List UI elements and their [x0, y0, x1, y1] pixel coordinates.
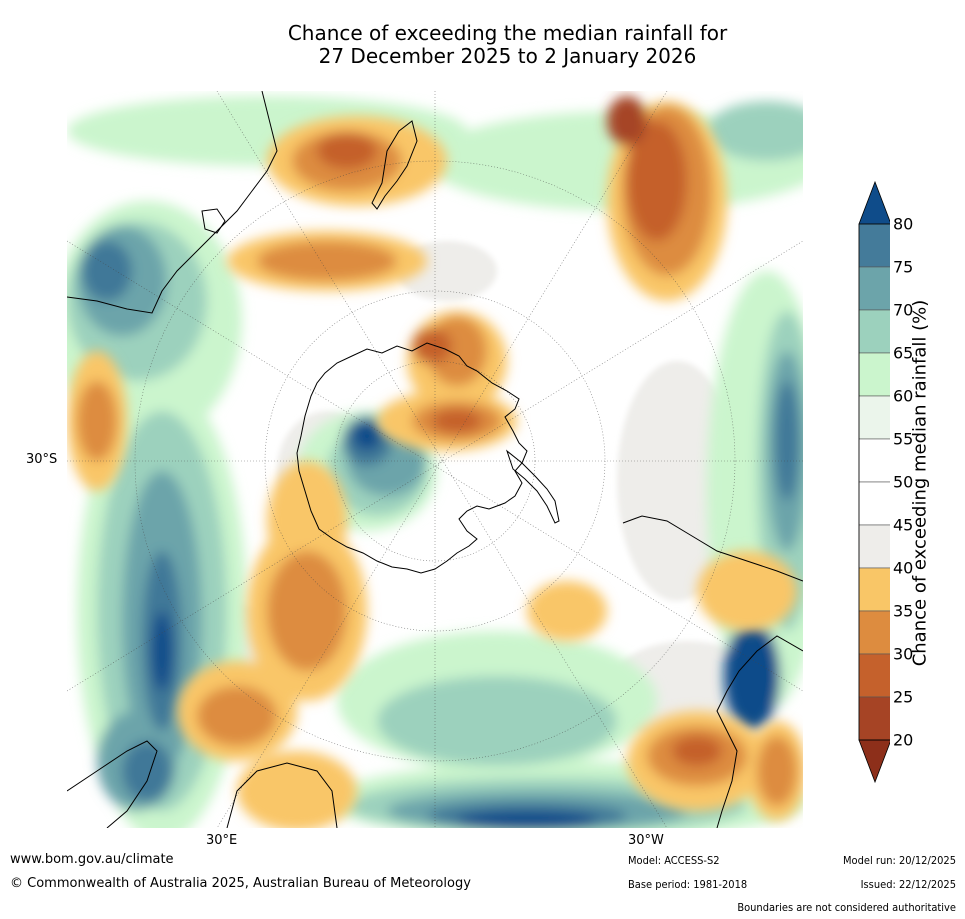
- colorbar-frame: [858, 223, 890, 741]
- colorbar-band-40-45: [858, 524, 890, 569]
- base-period: Base period: 1981-2018: [628, 878, 748, 891]
- issued-date: Issued: 22/12/2025: [860, 878, 956, 891]
- colorbar-band-55-60: [858, 395, 890, 440]
- colorbar-tick-50: 50: [893, 472, 914, 492]
- coastlines: [67, 91, 803, 828]
- colorbar-tick-60: 60: [893, 386, 914, 406]
- graticule: [67, 91, 803, 828]
- colorbar-tick-25: 25: [893, 687, 914, 707]
- colorbar-band-30-35: [858, 610, 890, 655]
- colorbar-band-45-50: [858, 481, 890, 526]
- website-link[interactable]: www.bom.gov.au/climate: [10, 852, 174, 867]
- colorbar-extend-bottom: [858, 739, 890, 784]
- copyright-text: © Commonwealth of Australia 2025, Austra…: [10, 876, 471, 891]
- longitude-label-30e: 30°E: [206, 833, 238, 848]
- colorbar-tick-80: 80: [893, 214, 914, 234]
- colorbar-band-75-80: [858, 223, 890, 268]
- colorbar-tick-30: 30: [893, 644, 914, 664]
- colorbar-tick-70: 70: [893, 300, 914, 320]
- colorbar-tick-45: 45: [893, 515, 914, 535]
- colorbar-label: Chance of exceeding median rainfall (%): [909, 299, 931, 667]
- australia-coast: [67, 91, 278, 314]
- model-name: Model: ACCESS-S2: [628, 854, 720, 867]
- colorbar-band-50-55: [858, 438, 890, 483]
- colorbar-band-25-30: [858, 653, 890, 698]
- boundaries-disclaimer: Boundaries are not considered authoritat…: [737, 901, 956, 914]
- title-line-1: Chance of exceeding the median rainfall …: [287, 21, 728, 45]
- colorbar-extend-top: [858, 180, 890, 225]
- colorbar-band-70-75: [858, 266, 890, 311]
- map-title: Chance of exceeding the median rainfall …: [0, 22, 965, 68]
- title-line-2: 27 December 2025 to 2 January 2026: [318, 44, 697, 68]
- antarctic-peninsula-coast: [505, 449, 560, 524]
- colorbar-band-65-70: [858, 309, 890, 354]
- south-america-coast: [622, 515, 803, 582]
- colorbar-band-60-65: [858, 352, 890, 397]
- new-zealand-coast: [371, 120, 418, 210]
- south-america-east-coast: [716, 635, 803, 828]
- colorbar: [858, 180, 890, 784]
- model-run-date: Model run: 20/12/2025: [843, 854, 956, 867]
- africa-coast-south: [226, 762, 338, 828]
- colorbar-band-35-40: [858, 567, 890, 612]
- colorbar-tick-65: 65: [893, 343, 914, 363]
- colorbar-tick-55: 55: [893, 429, 914, 449]
- colorbar-tick-75: 75: [893, 257, 914, 277]
- africa-coast: [67, 740, 158, 828]
- antarctica-coast: [296, 342, 528, 574]
- colorbar-band-20-25: [858, 696, 890, 741]
- rainfall-probability-map: [67, 91, 803, 828]
- longitude-label-30w: 30°W: [628, 833, 664, 848]
- tasmania-coast: [201, 208, 226, 234]
- dry-anomaly-areas: [67, 96, 803, 828]
- colorbar-tick-40: 40: [893, 558, 914, 578]
- colorbar-tick-20: 20: [893, 730, 914, 750]
- latitude-label-30s: 30°S: [26, 452, 58, 467]
- colorbar-tick-35: 35: [893, 601, 914, 621]
